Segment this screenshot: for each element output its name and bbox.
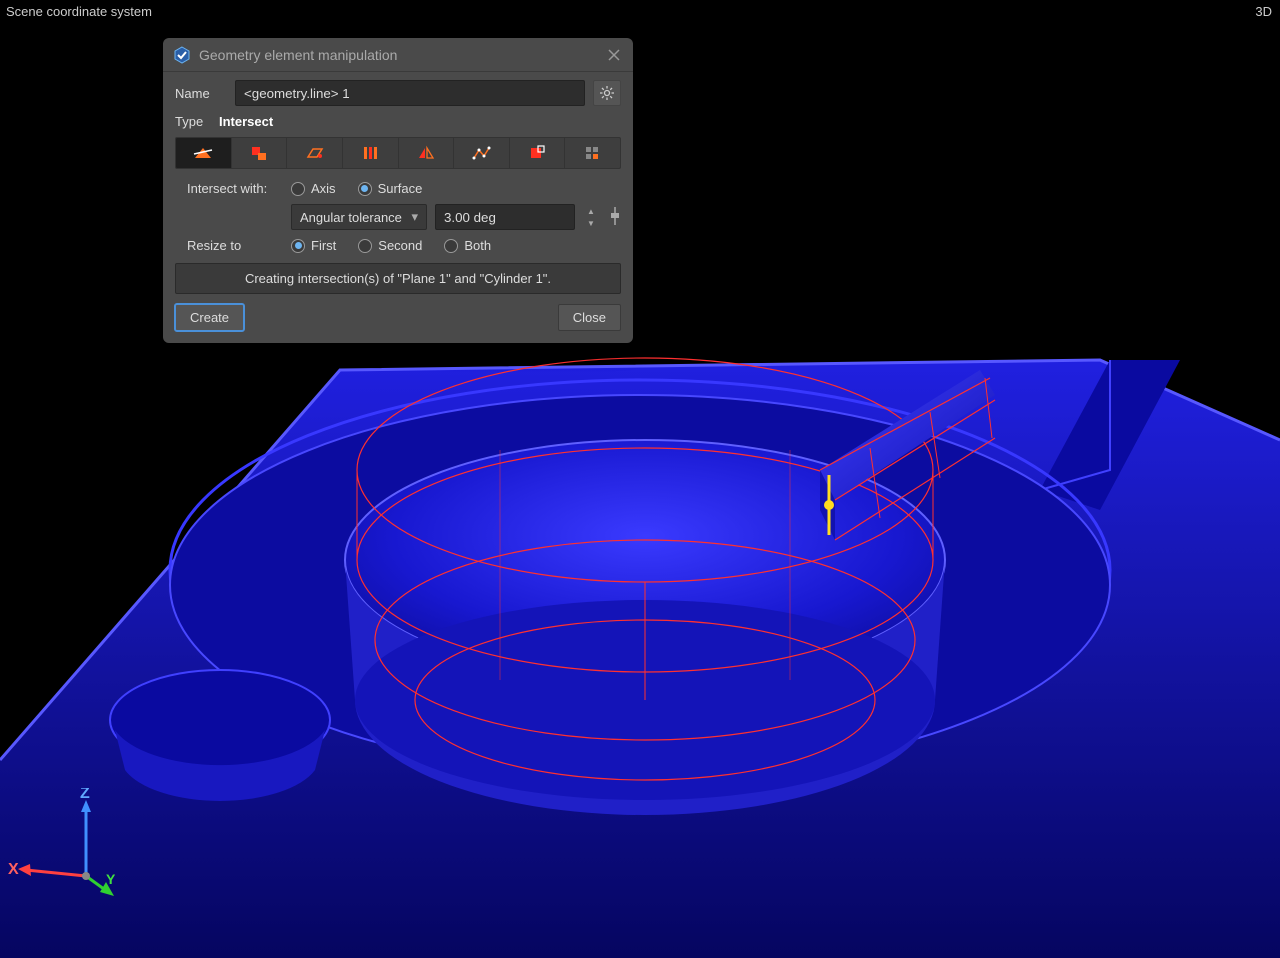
type-value: Intersect bbox=[219, 114, 273, 129]
chevron-down-icon: ▾ bbox=[411, 209, 418, 225]
intersection-point-marker bbox=[824, 500, 834, 510]
corner-icon bbox=[249, 144, 269, 162]
create-button[interactable]: Create bbox=[175, 304, 244, 331]
axis-y-label: Y bbox=[106, 871, 116, 887]
construction-mode-toolbar bbox=[175, 137, 621, 169]
tool-grid-edit[interactable] bbox=[565, 138, 620, 168]
tool-vertical-bars[interactable] bbox=[343, 138, 399, 168]
intersect-with-label: Intersect with: bbox=[187, 181, 283, 196]
box-edit-icon bbox=[527, 144, 547, 162]
tolerance-mode-dropdown[interactable]: Angular tolerance ▾ bbox=[291, 204, 427, 230]
resize-to-label: Resize to bbox=[187, 238, 283, 253]
tool-mirror[interactable] bbox=[399, 138, 455, 168]
radio-resize-first[interactable]: First bbox=[291, 238, 336, 253]
name-label: Name bbox=[175, 86, 227, 101]
mirror-icon bbox=[416, 144, 436, 162]
axis-gizmo[interactable]: Z X Y bbox=[8, 788, 118, 908]
tool-polyline[interactable] bbox=[454, 138, 510, 168]
settings-button[interactable] bbox=[593, 80, 621, 106]
viewport-mode-label: 3D bbox=[1255, 4, 1272, 19]
app-logo-icon bbox=[173, 46, 191, 64]
radio-surface[interactable]: Surface bbox=[358, 181, 423, 196]
name-input[interactable] bbox=[235, 80, 585, 106]
grid-edit-icon bbox=[583, 144, 603, 162]
geometry-manipulation-dialog: Geometry element manipulation Name bbox=[163, 38, 633, 343]
axis-x-label: X bbox=[8, 861, 19, 878]
tolerance-value-input[interactable] bbox=[435, 204, 575, 230]
plane-edit-icon bbox=[305, 144, 325, 162]
tool-corner[interactable] bbox=[232, 138, 288, 168]
close-icon[interactable] bbox=[605, 46, 623, 64]
intersect-icon bbox=[193, 144, 213, 162]
tolerance-spinner[interactable]: ▲▼ bbox=[585, 205, 597, 229]
dialog-title: Geometry element manipulation bbox=[199, 47, 605, 63]
tool-intersect[interactable] bbox=[176, 138, 232, 168]
status-message: Creating intersection(s) of "Plane 1" an… bbox=[175, 263, 621, 294]
dialog-titlebar[interactable]: Geometry element manipulation bbox=[163, 38, 633, 72]
polyline-icon bbox=[471, 144, 491, 162]
close-button[interactable]: Close bbox=[558, 304, 621, 331]
slider-icon[interactable] bbox=[609, 205, 621, 230]
type-label: Type bbox=[175, 114, 211, 129]
tool-box-edit[interactable] bbox=[510, 138, 566, 168]
vertical-bars-icon bbox=[360, 144, 380, 162]
tool-plane-edit[interactable] bbox=[287, 138, 343, 168]
gear-icon bbox=[599, 85, 615, 101]
viewport-label: Scene coordinate system bbox=[6, 4, 152, 19]
radio-resize-second[interactable]: Second bbox=[358, 238, 422, 253]
axis-z-label: Z bbox=[80, 788, 90, 802]
radio-axis[interactable]: Axis bbox=[291, 181, 336, 196]
radio-resize-both[interactable]: Both bbox=[444, 238, 491, 253]
